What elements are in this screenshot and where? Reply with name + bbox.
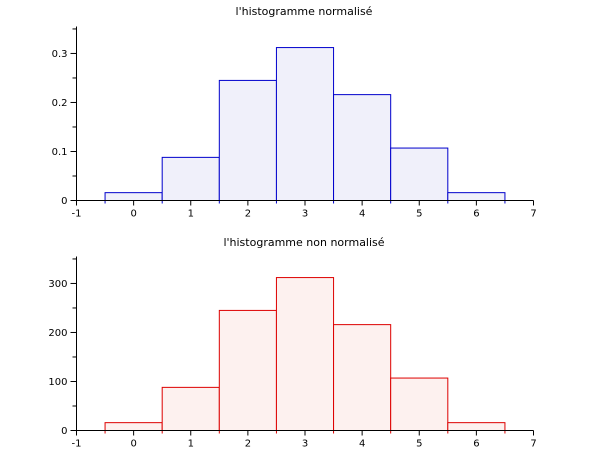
x-tick-label: 6 — [473, 209, 479, 220]
x-tick-label: 3 — [302, 439, 308, 450]
x-tick-label: 4 — [359, 439, 365, 450]
histogram-bar — [333, 94, 392, 201]
x-tick-label: 5 — [416, 439, 422, 450]
x-tick-label: 2 — [245, 209, 251, 220]
chart-non-normalized: l'histogramme non normalisé -1 0 1 2 3 4 5 6 7 0 1… — [48, 236, 536, 450]
x-tick-label: 3 — [302, 209, 308, 220]
x-tick-label: 7 — [530, 209, 536, 220]
chart-title-non-normalized: l'histogramme non normalisé — [223, 236, 384, 249]
y-tick-label: 0 — [61, 196, 67, 207]
y-tick-label: 0 — [61, 426, 67, 437]
histogram-bar — [218, 79, 277, 201]
chart-normalized: l'histogramme normalisé -1 0 1 2 3 4 5 6 7 0 0.1 0.… — [52, 5, 537, 220]
y-tick-label: 0.2 — [52, 98, 68, 109]
chart-title-normalized: l'histogramme normalisé — [236, 5, 373, 18]
histogram-bar — [161, 386, 220, 432]
plot-area-normalized: -1 0 1 2 3 4 5 6 7 0 0.1 0.2 0.3 — [52, 26, 537, 220]
x-tick-label: 0 — [130, 439, 136, 450]
plot-area-non-normalized: -1 0 1 2 3 4 5 6 7 0 100 200 300 — [48, 256, 537, 450]
x-tick-label: 6 — [473, 439, 479, 450]
histogram-bar — [447, 422, 506, 431]
histogram-bar — [390, 377, 449, 432]
histogram-bar — [104, 422, 163, 431]
histogram-bar — [104, 192, 163, 201]
y-tick-label: 200 — [48, 328, 67, 339]
histogram-bar — [333, 324, 392, 431]
histogram-bar — [275, 277, 335, 431]
y-tick-label: 100 — [48, 377, 67, 388]
y-tick-label: 0.1 — [52, 147, 68, 158]
x-tick-label: -1 — [72, 209, 82, 220]
y-tick-label: 0.3 — [52, 49, 68, 60]
x-tick-label: 0 — [130, 209, 136, 220]
x-tick-label: 1 — [188, 209, 194, 220]
y-tick-label: 300 — [48, 279, 67, 290]
histogram-bar — [161, 156, 220, 201]
histogram-bar — [447, 192, 506, 201]
x-tick-label: 4 — [359, 209, 365, 220]
x-tick-label: -1 — [72, 439, 82, 450]
x-tick-label: 5 — [416, 209, 422, 220]
histogram-bar — [390, 147, 449, 202]
x-tick-label: 2 — [245, 439, 251, 450]
x-tick-label: 1 — [188, 439, 194, 450]
x-tick-label: 7 — [530, 439, 536, 450]
histogram-bar — [218, 309, 277, 432]
histogram-bar — [275, 47, 335, 202]
